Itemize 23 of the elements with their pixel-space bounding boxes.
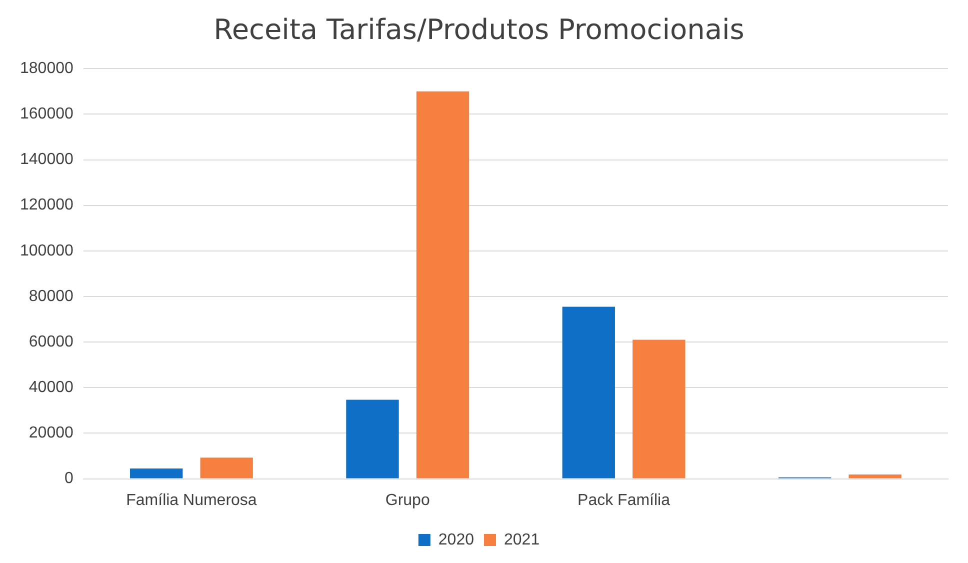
- bar: [632, 340, 686, 478]
- y-tick-label: 20000: [28, 424, 74, 442]
- y-tick-label: 0: [64, 470, 74, 488]
- chart-title: Receita Tarifas/Produtos Promocionais: [214, 13, 744, 46]
- x-tick-label: Grupo: [385, 492, 430, 509]
- bar: [346, 400, 399, 478]
- bar: [130, 468, 183, 478]
- y-tick-label: 140000: [20, 151, 74, 168]
- y-tick-label: 160000: [20, 106, 74, 123]
- y-tick-label: 120000: [20, 196, 74, 214]
- bar: [562, 306, 615, 478]
- y-tick-label: 80000: [28, 288, 74, 305]
- y-tick-label: 180000: [20, 60, 74, 78]
- legend-label: 2021: [504, 531, 540, 548]
- bar: [848, 474, 902, 478]
- x-tick-label: Família Numerosa: [126, 492, 257, 509]
- y-tick-label: 100000: [20, 242, 74, 260]
- legend-label: 2020: [438, 531, 474, 548]
- x-tick-label: Pack Família: [578, 492, 670, 509]
- y-tick-label: 60000: [28, 333, 74, 350]
- bar: [416, 91, 470, 478]
- y-tick-label: 40000: [28, 379, 74, 396]
- bar: [200, 458, 253, 478]
